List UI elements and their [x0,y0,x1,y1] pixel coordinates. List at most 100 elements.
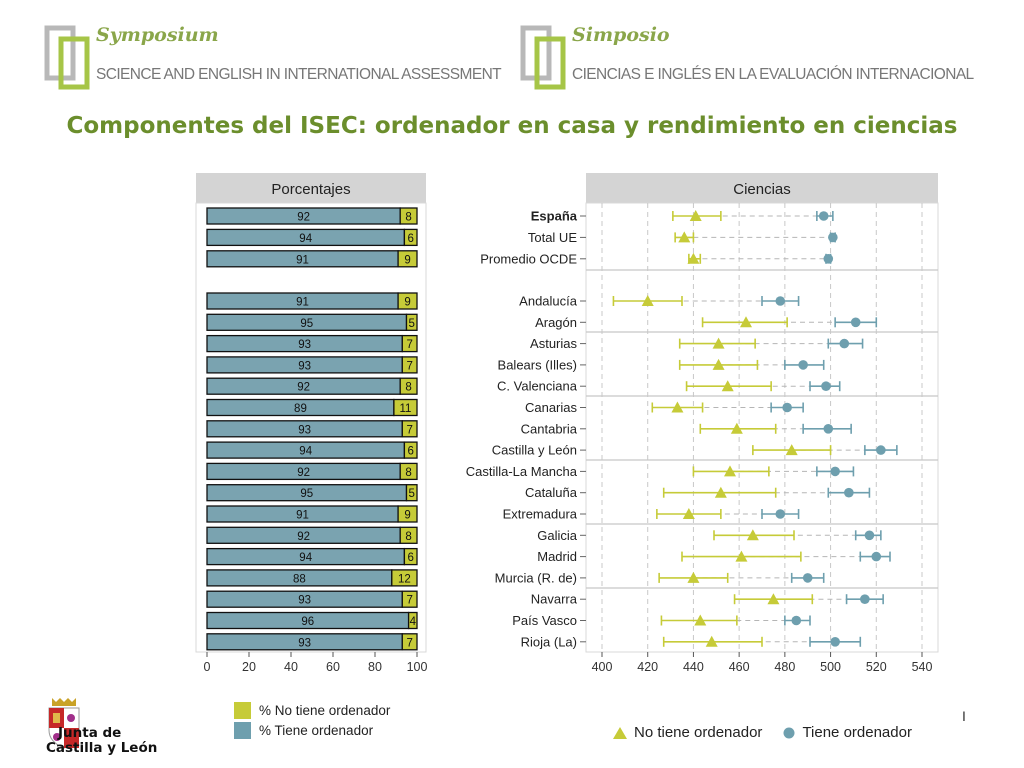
bar-no-tiene [405,313,418,331]
circle-marker-icon [783,727,795,738]
point-tiene [791,615,802,626]
page-title: Componentes del ISEC: ordenador en casa … [66,113,958,139]
point-tiene [828,232,838,243]
bar-no-tiene [397,250,418,268]
point-no-tiene [712,358,725,370]
bar-no-tiene [399,207,418,225]
point-tiene [823,254,834,264]
point-tiene [818,211,829,221]
point-tiene [839,338,850,349]
bar-label-tiene: 92 [297,467,310,479]
sci-tick-label: 480 [774,660,795,674]
bar-label-no-tiene: 9 [404,510,410,522]
simposio-logo-icon [520,25,566,90]
bar-no-tiene [399,462,418,481]
symposium-logo-icon [44,25,90,90]
junta-crest-icon [48,698,80,749]
sci-category-label: Asturias [530,336,577,351]
bar-label-no-tiene: 9 [404,254,410,266]
pct-legend: % No tiene ordenador % Tiene ordenador [234,700,390,740]
bar-no-tiene [401,420,418,438]
sci-tick-label: 420 [637,660,658,674]
pct-tick-label: 80 [368,660,382,674]
sci-category-label: Canarias [525,400,578,415]
bar-label-tiene: 92 [297,212,310,224]
percentages-chart: Porcentajes 92 894 691 991 995 593 793 792 889 11… [195,173,427,674]
sci-category-label: Navarra [531,592,578,607]
sci-category-label: Rioja (La) [521,634,577,649]
point-tiene [830,466,840,477]
junta-text-line2: Castilla y León [46,740,158,756]
pct-panel-title: Porcentajes [271,181,350,198]
point-no-tiene [641,295,654,306]
point-no-tiene [687,252,700,264]
point-tiene [821,381,831,391]
bar-no-tiene [403,547,418,566]
bar-no-tiene [401,356,418,374]
point-tiene [860,594,870,604]
bar-label-no-tiene: 6 [407,233,413,245]
sci-category-label: Extremadura [503,507,578,522]
bar-no-tiene [397,505,418,523]
bar-no-tiene [401,590,418,608]
legend-label-tiene-ordenador: Tiene ordenador [802,724,912,741]
edge-mark: I [962,708,966,724]
bar-label-no-tiene: 6 [407,552,413,564]
sci-category-label: Cantabria [521,421,578,436]
bar-label-tiene: 91 [296,510,309,522]
sci-category-label: Andalucía [519,294,578,309]
point-no-tiene [767,593,780,605]
sci-category-label: Aragón [535,315,577,330]
bar-label-no-tiene: 5 [409,318,415,330]
ciencias-chart: Ciencias España Total UE Promedio OCDE Anda… [466,173,939,674]
bar-label-tiene: 95 [300,488,313,500]
bar-label-tiene: 88 [293,573,306,585]
bar-label-tiene: 91 [296,297,309,309]
point-no-tiene [689,210,702,221]
bar-label-no-tiene: 7 [406,360,412,372]
sci-tick-label: 520 [866,660,887,674]
point-tiene [876,445,886,455]
bar-no-tiene [403,441,418,459]
junta-text-line1: Junta de [58,725,122,741]
point-tiene [782,402,792,413]
bar-label-no-tiene: 8 [405,212,411,224]
sci-legend: No tiene ordenador Tiene ordenador [612,724,912,741]
point-no-tiene [735,550,748,562]
point-tiene [798,360,808,370]
sci-tick-label: 500 [820,660,841,674]
bar-no-tiene [403,228,418,247]
bar-label-no-tiene: 8 [405,382,411,394]
bar-label-no-tiene: 4 [410,616,417,628]
bar-label-tiene: 93 [298,424,311,436]
pct-panel-header [196,173,426,203]
point-tiene [850,317,861,328]
bar-label-no-tiene: 7 [406,424,412,436]
bar-label-tiene: 94 [299,552,312,564]
point-tiene [802,573,813,583]
bar-label-tiene: 92 [297,382,310,394]
bar-label-no-tiene: 8 [405,531,411,543]
bar-no-tiene [393,398,418,417]
point-no-tiene [671,401,684,413]
point-no-tiene [740,316,752,328]
sci-category-label: Balears (Illes) [498,357,577,372]
sci-category-label: C. Valenciana [497,379,578,394]
point-no-tiene [705,635,718,647]
bar-label-tiene: 94 [299,233,312,245]
point-no-tiene [730,422,743,434]
sci-category-label: País Vasco [512,613,577,628]
point-no-tiene [721,380,734,392]
sci-panel-title: Ciencias [733,181,791,198]
bar-label-no-tiene: 6 [407,446,413,458]
point-no-tiene [746,529,759,541]
sci-tick-label: 460 [729,660,750,674]
bar-label-tiene: 93 [298,637,311,649]
sci-tick-label: 400 [592,660,613,674]
legend-swatch-tiene [234,721,251,739]
sci-panel [585,202,939,653]
simposio-subtitle: CIENCIAS E INGLÉS EN LA EVALUACIÓN INTER… [572,66,974,83]
bar-no-tiene [405,484,418,502]
sci-category-label: Castilla y León [492,443,577,458]
sci-category-label: España [531,209,578,224]
